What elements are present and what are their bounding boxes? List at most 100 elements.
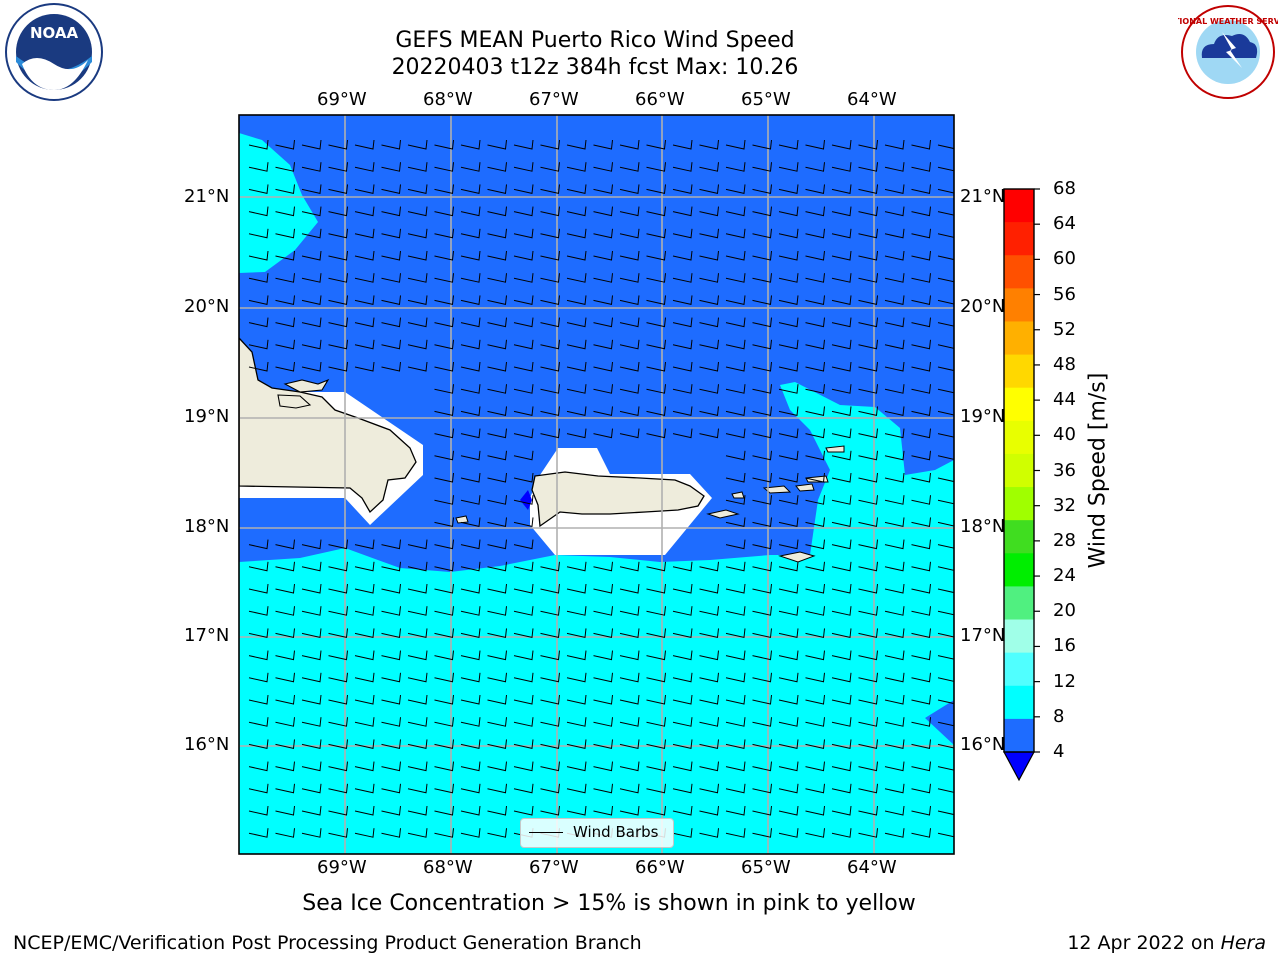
wind-barb [672,273,693,283]
wind-barb [805,739,825,750]
lat-label-left: 19°N [184,406,230,427]
wind-barb [434,694,454,705]
wind-barb [752,694,772,705]
wind-barb [725,450,746,461]
wind-barb [937,477,954,483]
wind-barb [593,694,613,705]
land-puerto-rico [531,471,705,528]
wind-barb [831,539,852,550]
wind-barb [619,273,640,283]
lon-label-bottom: 65°W [741,857,791,878]
wind-barb [831,694,852,705]
sea-ice-caption-text: Sea Ice Concentration > 15% is shown in … [302,891,916,916]
wind-barb [275,628,295,639]
lon-label-bottom: 64°W [847,857,897,878]
wind-barb [778,361,799,372]
wind-barb [646,184,666,195]
wind-barb [566,583,587,594]
wind-barb [699,561,719,572]
wind-barb [858,495,878,505]
lon-label-top: 68°W [423,89,473,110]
wind-barb [752,228,772,239]
wind-barb [460,561,481,572]
wind-barb [911,517,931,528]
wind-barb [434,450,454,461]
colorbar-bin [1004,619,1034,654]
wind-barb [937,188,954,194]
wind-barb [805,717,825,727]
lon-label-top: 64°W [847,89,897,110]
wind-barb [725,361,746,372]
wind-barb [434,162,454,172]
wind-barb [593,339,613,350]
noaa-logo: NOAA [5,3,103,101]
wind-barb [778,650,799,661]
wind-barb [248,162,269,172]
wind-barb [487,717,507,727]
wind-barb [805,783,825,794]
wind-barb [884,583,905,594]
colorbar-tick-label: 12 [1053,670,1076,692]
wind-barb [778,184,799,195]
wind-barb [487,139,507,150]
wind-barb [407,317,428,328]
wind-barb [911,717,931,727]
wind-barb [593,295,613,306]
wind-barb [725,406,746,417]
wind-barb [858,472,878,483]
wind-barb [699,139,719,150]
colorbar-bin [1004,255,1034,289]
wind-barb [593,384,613,394]
wind-barb [752,495,772,505]
wind-barb [354,828,375,838]
wind-barb [937,144,954,150]
colorbar-bin [1004,487,1034,521]
land-anegada [825,445,845,453]
wind-barb [778,561,799,572]
wind-barbs [248,139,954,838]
wind-barb [699,339,719,350]
wind-barb [328,339,348,350]
wind-barb [699,739,719,750]
wind-barb [672,606,693,616]
wind-barb [248,606,269,616]
wind-barb [752,561,772,572]
wind-barb [301,650,322,661]
wind-barb [381,162,401,172]
wind-barb [672,717,693,727]
wind-barb [354,561,375,572]
wind-barb [248,339,269,350]
wind-barb [884,450,905,461]
wind-barb [566,317,587,328]
wind-barb [540,228,560,239]
wind-barb [566,295,587,306]
wind-barb [328,783,348,794]
legend-line-icon [529,832,563,833]
wind-barb [460,805,481,816]
wind-barb [778,228,799,239]
land-mona [455,515,469,524]
wind-barb [884,628,905,639]
wind-barb [460,162,481,172]
wind-barb [752,539,772,550]
wind-barb [593,184,613,195]
wind-barb [540,628,560,639]
wind-barb [752,406,772,417]
wind-barb [540,650,560,661]
wind-barb [752,517,772,528]
wind-barb [725,162,746,172]
lon-label-bottom: 69°W [317,857,367,878]
wind-barb [805,406,825,417]
wind-barb [884,295,905,306]
wind-barb [778,139,799,150]
wind-barb [752,184,772,195]
wind-barb [301,361,322,372]
wind-barb [646,672,666,683]
wind-barb [434,295,454,306]
wind-barb [831,472,852,483]
wind-barb [831,583,852,594]
wind-barb [434,428,454,439]
wind-barb [540,406,560,417]
wind-barb [725,583,746,594]
wind-barb [407,206,428,217]
